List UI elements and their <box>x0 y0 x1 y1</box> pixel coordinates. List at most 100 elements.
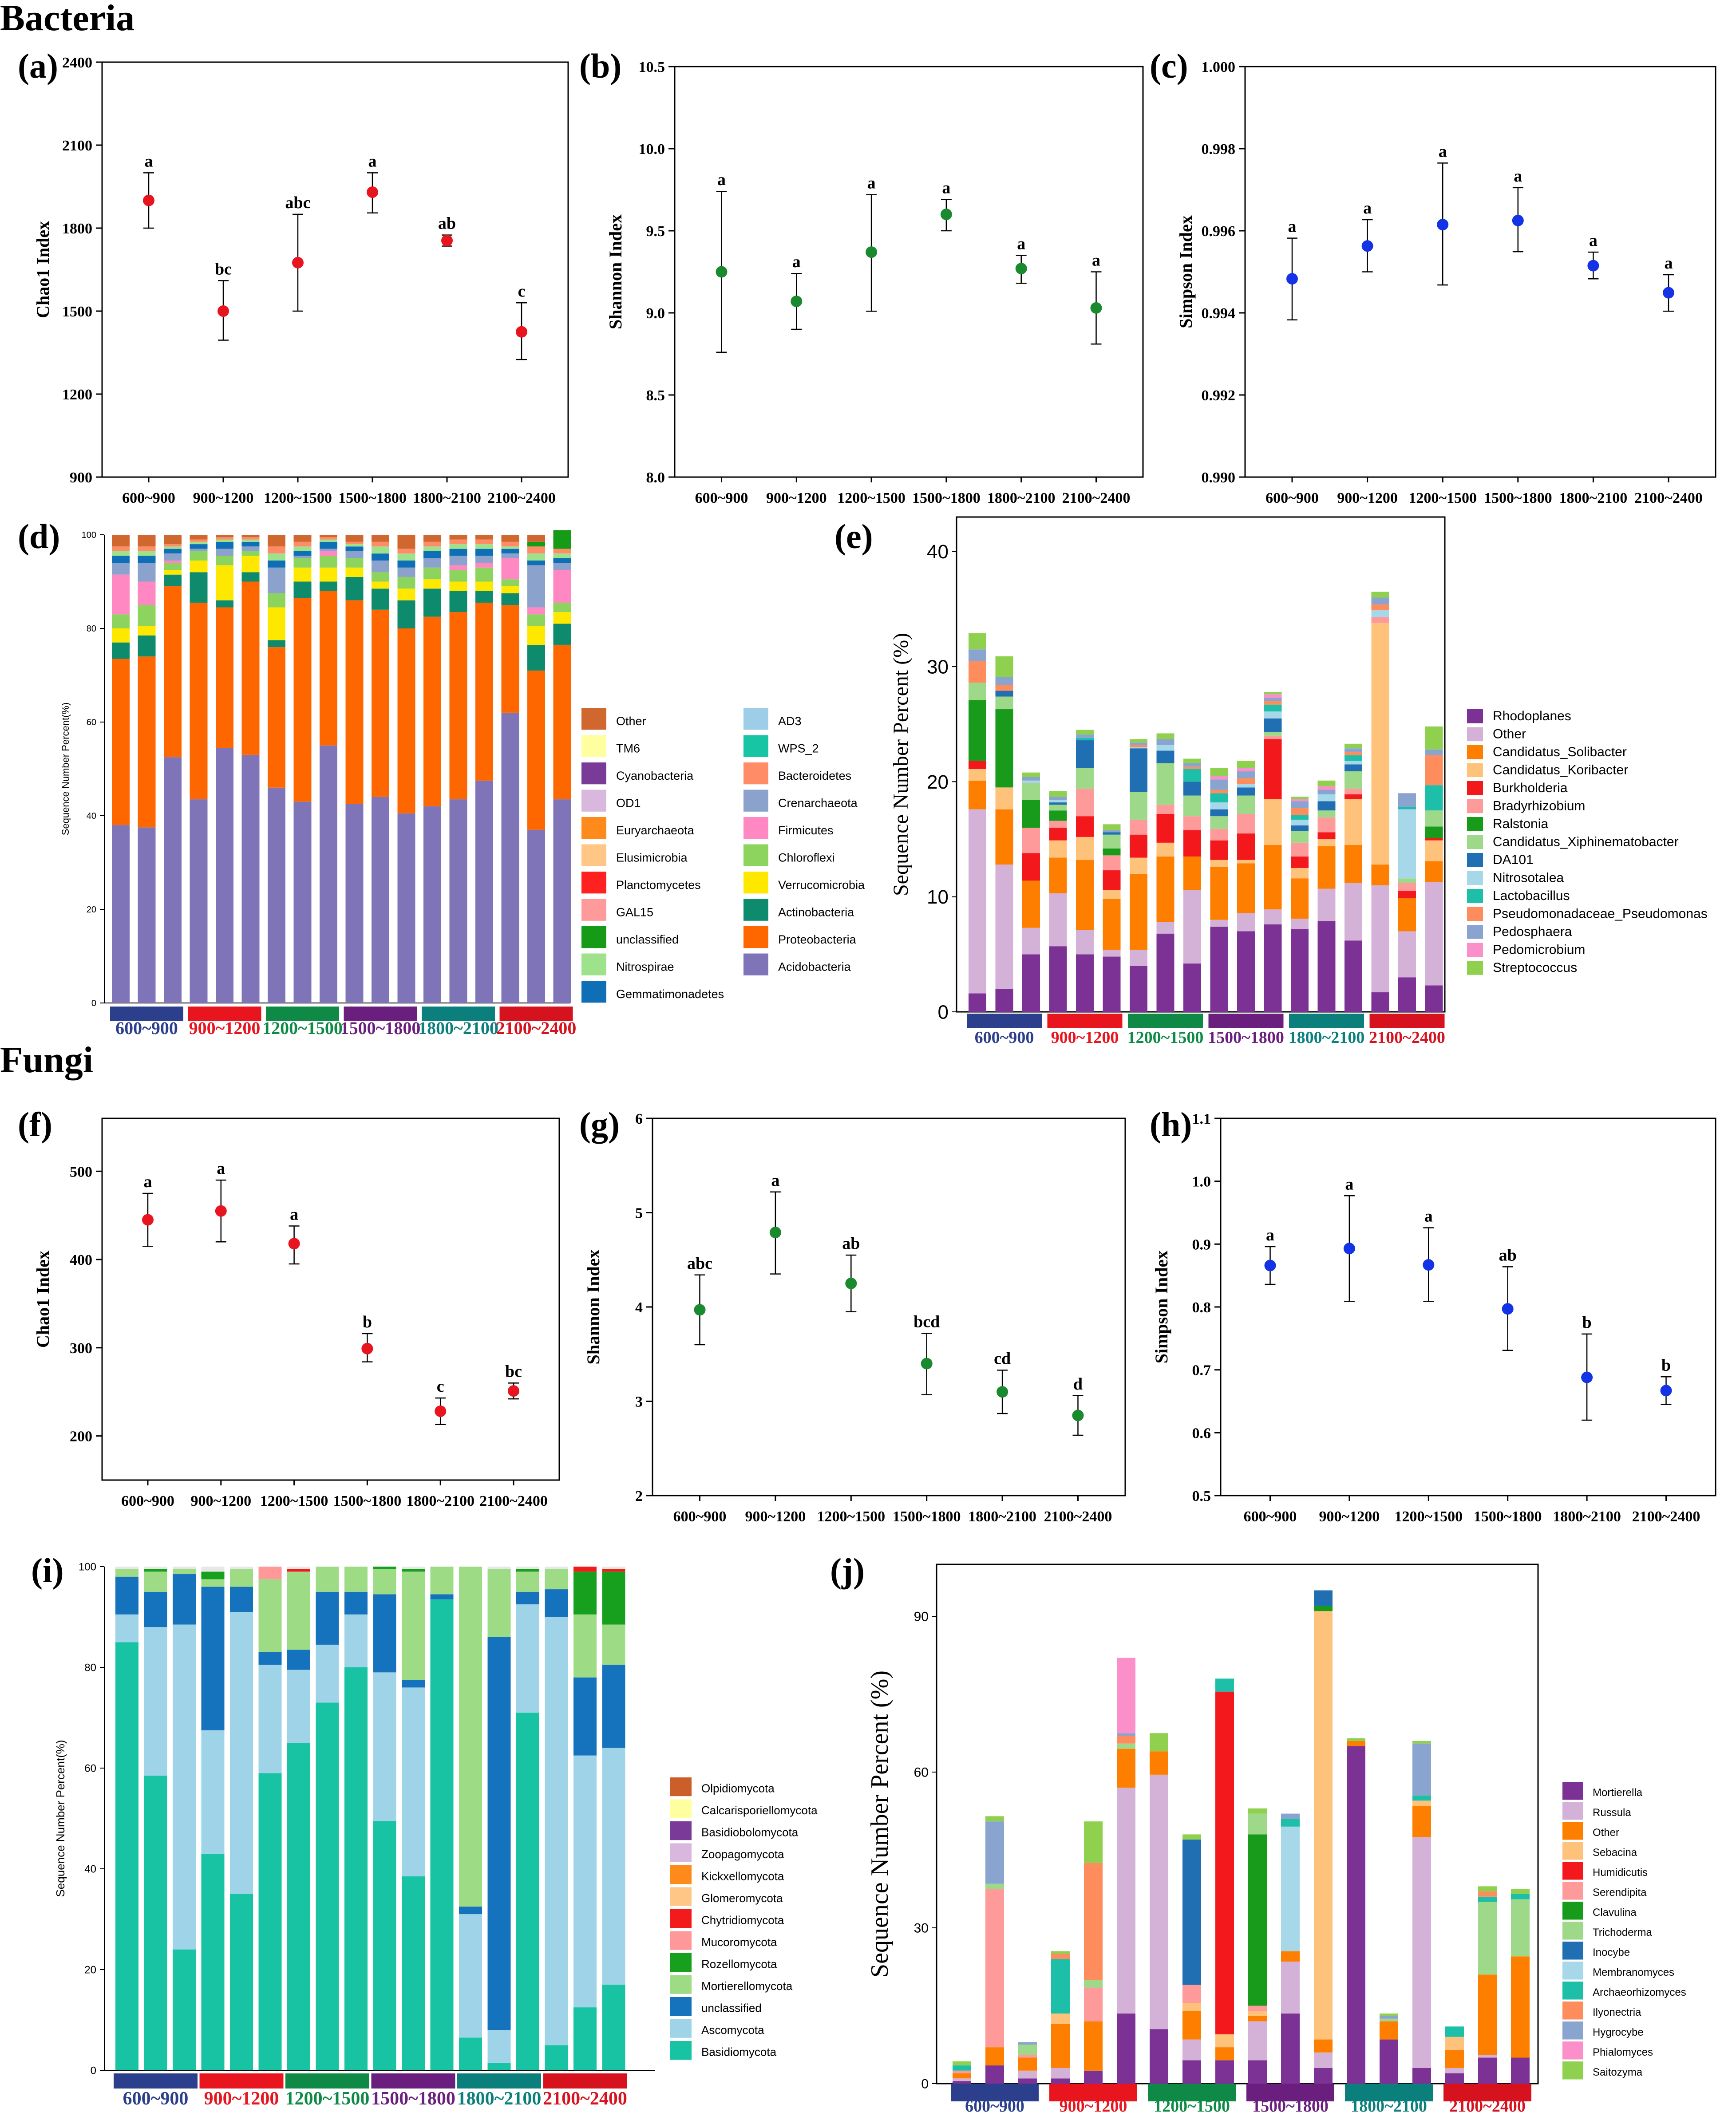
legend-swatch <box>581 953 606 975</box>
bar-segment <box>969 700 986 761</box>
bar-segment <box>115 1569 138 1577</box>
bar-segment <box>475 780 493 1003</box>
bar-segment <box>344 1567 368 1592</box>
data-point <box>215 1205 227 1217</box>
bar-segment <box>1183 782 1201 796</box>
bar-segment <box>1022 880 1040 928</box>
bar-segment <box>1117 1658 1135 1733</box>
bar-segment <box>397 628 415 813</box>
y-tick-label: 30 <box>914 1921 929 1936</box>
bar-segment <box>173 1624 196 1950</box>
bar-segment <box>553 553 571 558</box>
bar-segment <box>1237 913 1255 932</box>
bar-segment <box>268 607 285 640</box>
bar-segment <box>449 535 467 540</box>
bar-segment <box>112 535 130 547</box>
group-color-block <box>1148 2084 1236 2101</box>
y-tick-label: 0.8 <box>1192 1299 1211 1316</box>
legend-swatch <box>670 1799 692 1818</box>
bar-segment <box>423 616 441 806</box>
bar-segment <box>241 546 260 551</box>
legend-swatch <box>1562 1922 1583 1940</box>
bar-segment <box>1103 848 1121 856</box>
bar-segment <box>1291 825 1309 831</box>
x-tick-label: 1800~2100 <box>987 490 1056 506</box>
data-point <box>1015 263 1027 275</box>
bar-segment <box>1183 769 1201 782</box>
significance-letter: a <box>1092 251 1100 270</box>
bar-segment <box>1291 878 1309 919</box>
bar-segment <box>1398 793 1416 807</box>
bar-segment <box>1281 1826 1300 1951</box>
bar-segment <box>1076 734 1094 738</box>
bar-segment <box>1156 763 1174 805</box>
legend-swatch <box>1562 1842 1583 1860</box>
bar-segment <box>173 1567 196 1569</box>
bar-segment <box>372 572 389 582</box>
bar-segment <box>501 541 519 547</box>
y-tick-label: 20 <box>87 905 96 915</box>
legend-swatch <box>581 981 606 1003</box>
bar-segment <box>112 556 130 563</box>
bar-segment <box>1084 1863 1103 1980</box>
bar-segment <box>602 1569 625 1572</box>
bar-segment <box>953 2078 971 2081</box>
legend-swatch <box>1467 835 1483 849</box>
legend-swatch <box>1467 709 1483 723</box>
bar-segment <box>1210 802 1228 809</box>
bar-segment <box>320 591 337 746</box>
bar-segment <box>969 633 986 650</box>
bar-segment <box>1291 929 1309 1012</box>
bar-segment <box>475 602 493 781</box>
bar-segment <box>1347 1741 1365 1746</box>
panel-label-a: (a) <box>18 47 58 85</box>
significance-letter: ab <box>842 1234 860 1253</box>
legend-swatch <box>1467 763 1483 778</box>
bar-segment <box>553 570 571 603</box>
legend-d-col1: Other TM6 Cyanobacteria OD1 Euryarchaeota Elu… <box>581 708 724 1003</box>
legend-j: Mortierella Russula Other Sebacina Humidicut… <box>1562 1782 1686 2080</box>
bar-segment <box>164 553 182 561</box>
legend-swatch <box>743 844 768 866</box>
bar-segment <box>545 1567 568 1569</box>
legend-label: Phialomyces <box>1593 2046 1653 2058</box>
bar-segment <box>475 535 493 540</box>
x-tick-label: 900~1200 <box>193 490 254 506</box>
significance-letter: b <box>1582 1313 1592 1332</box>
bar-segment <box>190 602 208 800</box>
bar-segment <box>1317 921 1336 1012</box>
bar-segment <box>190 544 208 549</box>
bar-segment <box>1237 784 1255 788</box>
significance-letter: a <box>771 1171 779 1190</box>
bar-segment <box>1412 1800 1431 1806</box>
bar-segment <box>527 829 545 1003</box>
group-color-block <box>499 1007 573 1021</box>
bar-segment <box>449 549 467 556</box>
panel-label-f: (f) <box>18 1105 52 1144</box>
bar-segment <box>1248 2011 1267 2016</box>
data-point <box>1502 1303 1514 1315</box>
bar-segment <box>1182 1840 1201 1985</box>
legend-label: Chytridiomycota <box>701 1914 784 1927</box>
bar-segment <box>402 1571 425 1680</box>
bar-segment <box>1237 863 1255 913</box>
legend-swatch <box>743 872 768 894</box>
bar-segment <box>1215 2047 1234 2061</box>
legend-label: Kickxellomycota <box>701 1870 784 1883</box>
group-color-block <box>457 2073 541 2089</box>
bar-segment <box>1049 946 1067 1012</box>
significance-letter: bc <box>505 1362 522 1381</box>
x-tick-label: 900~1200 <box>766 490 827 506</box>
group-color-block <box>188 1007 261 1021</box>
bar-segment <box>138 827 156 1003</box>
bar-segment <box>373 1821 396 2070</box>
legend-label: Firmicutes <box>778 824 834 837</box>
legend-swatch <box>670 1843 692 1862</box>
bar-segment <box>995 656 1013 677</box>
bar-segment <box>1398 807 1416 809</box>
legend-label: Pseudomonadaceae_Pseudomonas <box>1493 907 1708 921</box>
legend-swatch <box>743 790 768 812</box>
bar-segment <box>397 535 415 549</box>
bar-segment <box>1345 751 1362 755</box>
x-tick-label: 1500~1800 <box>333 1493 402 1509</box>
